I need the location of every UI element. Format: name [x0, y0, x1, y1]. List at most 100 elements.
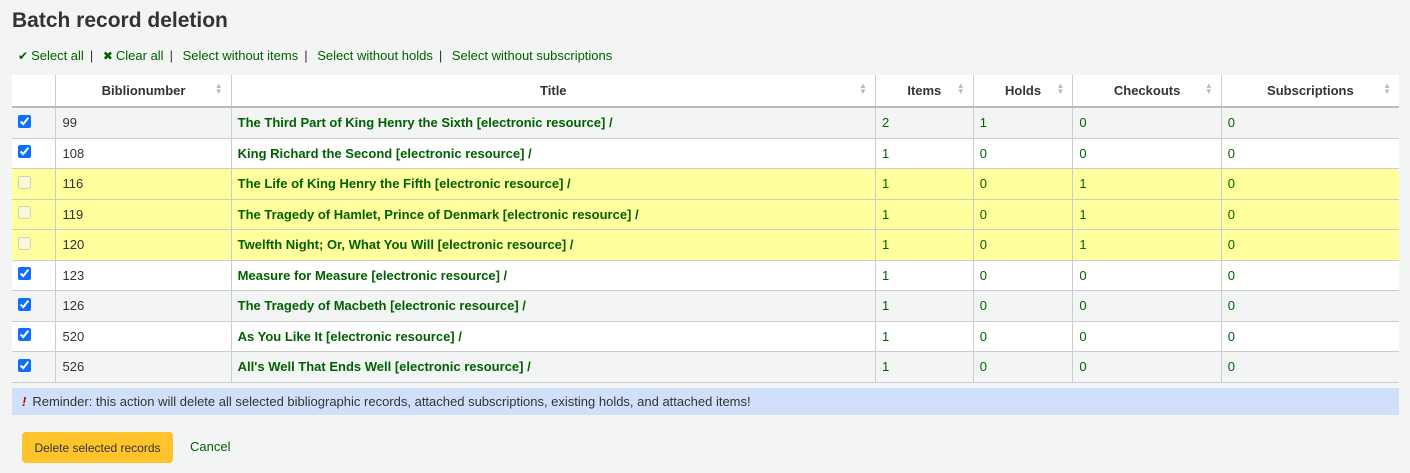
title-cell[interactable]: The Tragedy of Hamlet, Prince of Denmark… — [230, 199, 876, 230]
title-cell[interactable]: The Third Part of King Henry the Sixth [… — [230, 107, 876, 139]
holds-cell: 0 — [972, 199, 1073, 230]
title-cell[interactable]: The Tragedy of Macbeth [electronic resou… — [230, 290, 876, 322]
select-cell — [12, 107, 56, 139]
record-checkbox[interactable] — [18, 358, 31, 372]
page-title: Batch record deletion — [12, 9, 228, 32]
title-cell[interactable]: All's Well That Ends Well [electronic re… — [230, 351, 876, 383]
column-header-items[interactable]: Items ▲ ▼ — [874, 75, 974, 108]
select-cell — [12, 199, 56, 230]
sort-icon: ▲ ▼ — [214, 81, 223, 96]
sort-icon: ▲ ▼ — [1204, 81, 1213, 96]
select-cell — [12, 229, 56, 261]
holds-cell: 0 — [972, 138, 1073, 169]
record-checkbox — [18, 175, 31, 189]
delete-selected-records-button[interactable]: Delete selected records — [22, 432, 173, 463]
checkouts-cell: 1 — [1072, 199, 1222, 230]
select-cell — [12, 321, 56, 352]
sort-icon: ▲ ▼ — [956, 81, 965, 96]
column-label: Biblionumber — [101, 83, 186, 98]
items-cell: 2 — [874, 107, 974, 139]
select-all-link[interactable]: ✔ Select all — [18, 48, 84, 63]
table-row: 120 Twelfth Night; Or, What You Will [ele… — [12, 229, 1399, 261]
select-cell — [12, 351, 56, 383]
select-all-label: Select all — [31, 48, 84, 63]
sort-icon: ▲ ▼ — [1383, 81, 1391, 96]
record-checkbox — [18, 206, 31, 220]
select-without-holds-link[interactable]: Select without holds — [317, 48, 433, 63]
checkouts-cell: 0 — [1072, 321, 1222, 352]
select-cell — [12, 260, 56, 291]
subscriptions-cell: 0 — [1220, 321, 1399, 352]
holds-cell: 0 — [972, 351, 1073, 383]
x-icon: ✖ — [102, 49, 113, 63]
record-checkbox[interactable] — [18, 328, 31, 342]
column-label: Title — [540, 83, 567, 98]
column-header-select — [12, 75, 56, 108]
title-cell[interactable]: The Life of King Henry the Fifth [electr… — [230, 168, 876, 200]
title-cell[interactable]: As You Like It [electronic resource] / — [230, 321, 876, 352]
holds-cell: 1 — [972, 107, 1073, 139]
subscriptions-cell: 0 — [1220, 290, 1399, 322]
subscriptions-cell: 0 — [1220, 260, 1399, 291]
check-icon: ✔ — [18, 49, 29, 63]
records-table: Biblionumber ▲ ▼ Title ▲ ▼ Items ▲ ▼ Holds ▲ ▼ Check… — [12, 75, 1399, 383]
title-cell[interactable]: King Richard the Second [electronic reso… — [230, 138, 876, 169]
separator: | — [304, 48, 308, 63]
exclamation-icon: ! — [22, 394, 27, 409]
table-row: 526 All's Well That Ends Well [electronic… — [12, 351, 1399, 383]
record-checkbox[interactable] — [18, 297, 31, 311]
reminder-text: Reminder: this action will delete all se… — [32, 394, 751, 409]
select-cell — [12, 168, 56, 200]
column-header-subscriptions[interactable]: Subscriptions ▲ ▼ — [1220, 75, 1399, 108]
biblionumber-cell: 126 — [55, 290, 232, 322]
column-header-checkouts[interactable]: Checkouts ▲ ▼ — [1072, 75, 1222, 108]
items-cell: 1 — [874, 199, 974, 230]
table-row: 123 Measure for Measure [electronic resou… — [12, 260, 1399, 291]
checkouts-cell: 0 — [1072, 138, 1222, 169]
items-cell: 1 — [874, 290, 974, 322]
holds-cell: 0 — [972, 260, 1073, 291]
title-cell[interactable]: Measure for Measure [electronic resource… — [230, 260, 876, 291]
select-without-items-link[interactable]: Select without items — [182, 48, 299, 63]
holds-cell: 0 — [972, 168, 1073, 200]
clear-all-label: Clear all — [115, 48, 164, 63]
column-header-biblionumber[interactable]: Biblionumber ▲ ▼ — [55, 75, 232, 108]
column-header-title[interactable]: Title ▲ ▼ — [230, 75, 876, 108]
selection-toolbar: ✔ Select all | ✖ Clear all | Select without … — [18, 48, 612, 63]
column-label: Subscriptions — [1267, 83, 1354, 98]
items-cell: 1 — [874, 229, 974, 261]
select-cell — [12, 290, 56, 322]
title-cell[interactable]: Twelfth Night; Or, What You Will [electr… — [230, 229, 876, 261]
column-label: Holds — [1004, 83, 1042, 98]
biblionumber-cell: 520 — [55, 321, 232, 352]
separator: | — [169, 48, 173, 63]
column-label: Items — [907, 83, 942, 98]
clear-all-link[interactable]: ✖ Clear all — [103, 48, 164, 63]
select-without-subscriptions-link[interactable]: Select without subscriptions — [451, 48, 613, 63]
checkouts-cell: 0 — [1072, 260, 1222, 291]
biblionumber-cell: 99 — [55, 107, 232, 139]
table-row: 99 The Third Part of King Henry the Sixth… — [12, 107, 1399, 139]
column-label: Checkouts — [1113, 83, 1181, 98]
reminder-alert: ! Reminder: this action will delete all s… — [12, 388, 1399, 415]
record-checkbox — [18, 236, 31, 250]
table-row: 520 As You Like It [electronic resource] … — [12, 321, 1399, 352]
holds-cell: 0 — [972, 229, 1073, 261]
holds-cell: 0 — [972, 290, 1073, 322]
items-cell: 1 — [874, 351, 974, 383]
column-header-holds[interactable]: Holds ▲ ▼ — [972, 75, 1073, 108]
record-checkbox[interactable] — [18, 114, 31, 128]
record-checkbox[interactable] — [18, 145, 31, 159]
sort-icon: ▲ ▼ — [1056, 81, 1065, 96]
separator: | — [438, 48, 443, 63]
items-cell: 1 — [874, 260, 974, 291]
cancel-link[interactable]: Cancel — [190, 439, 231, 454]
subscriptions-cell: 0 — [1220, 229, 1399, 261]
record-checkbox[interactable] — [18, 267, 31, 281]
items-cell: 1 — [874, 168, 974, 200]
biblionumber-cell: 526 — [55, 351, 232, 383]
subscriptions-cell: 0 — [1220, 138, 1399, 169]
biblionumber-cell: 119 — [55, 199, 232, 230]
checkouts-cell: 0 — [1072, 107, 1222, 139]
subscriptions-cell: 0 — [1220, 168, 1399, 200]
